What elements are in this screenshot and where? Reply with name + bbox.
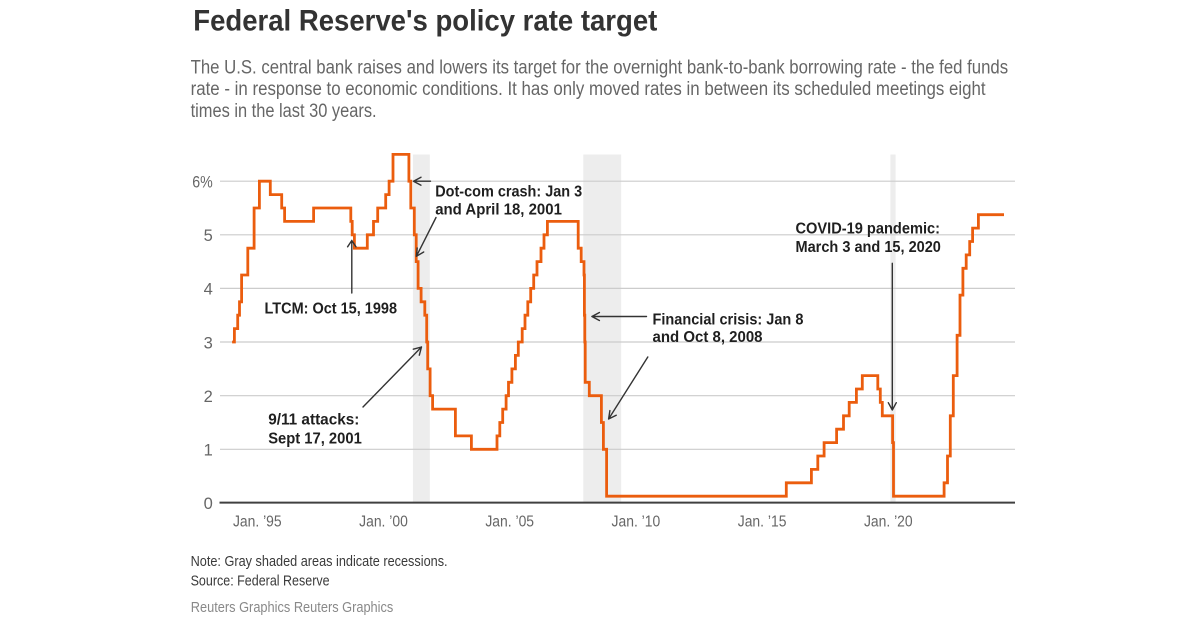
svg-text:3: 3 — [204, 334, 213, 352]
svg-text:Reuters Graphics Reuters Graph: Reuters Graphics Reuters Graphics — [191, 600, 393, 616]
svg-text:Dot-com crash: Jan 3: Dot-com crash: Jan 3 — [435, 183, 582, 200]
svg-text:Note: Gray shaded areas indica: Note: Gray shaded areas indicate recessi… — [191, 553, 448, 570]
svg-text:Jan. ’95: Jan. ’95 — [233, 513, 282, 530]
svg-text:Jan. ’15: Jan. ’15 — [738, 513, 787, 530]
svg-text:times in the last 30 years.: times in the last 30 years. — [191, 101, 377, 122]
svg-text:March 3 and 15, 2020: March 3 and 15, 2020 — [796, 239, 941, 256]
svg-text:COVID-19 pandemic:: COVID-19 pandemic: — [796, 220, 941, 237]
svg-text:5: 5 — [204, 227, 213, 245]
svg-text:Jan. ’10: Jan. ’10 — [612, 513, 661, 530]
svg-text:Financial crisis: Jan 8: Financial crisis: Jan 8 — [653, 311, 804, 328]
svg-text:4: 4 — [204, 281, 213, 299]
svg-text:1: 1 — [204, 442, 213, 460]
svg-text:The U.S. central bank raises a: The U.S. central bank raises and lowers … — [191, 58, 1009, 79]
svg-text:Jan. ’20: Jan. ’20 — [864, 513, 913, 530]
svg-text:2: 2 — [204, 388, 213, 406]
svg-text:rate - in response to economic: rate - in response to economic condition… — [191, 79, 987, 100]
svg-text:0: 0 — [204, 495, 213, 513]
svg-text:Federal Reserve's policy rate: Federal Reserve's policy rate target — [193, 5, 657, 38]
svg-text:Sept 17, 2001: Sept 17, 2001 — [268, 430, 362, 447]
svg-text:Jan. ’05: Jan. ’05 — [485, 513, 534, 530]
svg-text:and April 18, 2001: and April 18, 2001 — [435, 201, 562, 218]
svg-text:6%: 6% — [192, 174, 213, 192]
svg-text:and Oct 8, 2008: and Oct 8, 2008 — [653, 329, 763, 346]
svg-text:LTCM: Oct 15, 1998: LTCM: Oct 15, 1998 — [265, 301, 398, 318]
svg-text:Source: Federal Reserve: Source: Federal Reserve — [191, 573, 330, 590]
svg-text:9/11 attacks:: 9/11 attacks: — [268, 412, 359, 429]
svg-text:Jan. ’00: Jan. ’00 — [359, 513, 408, 530]
